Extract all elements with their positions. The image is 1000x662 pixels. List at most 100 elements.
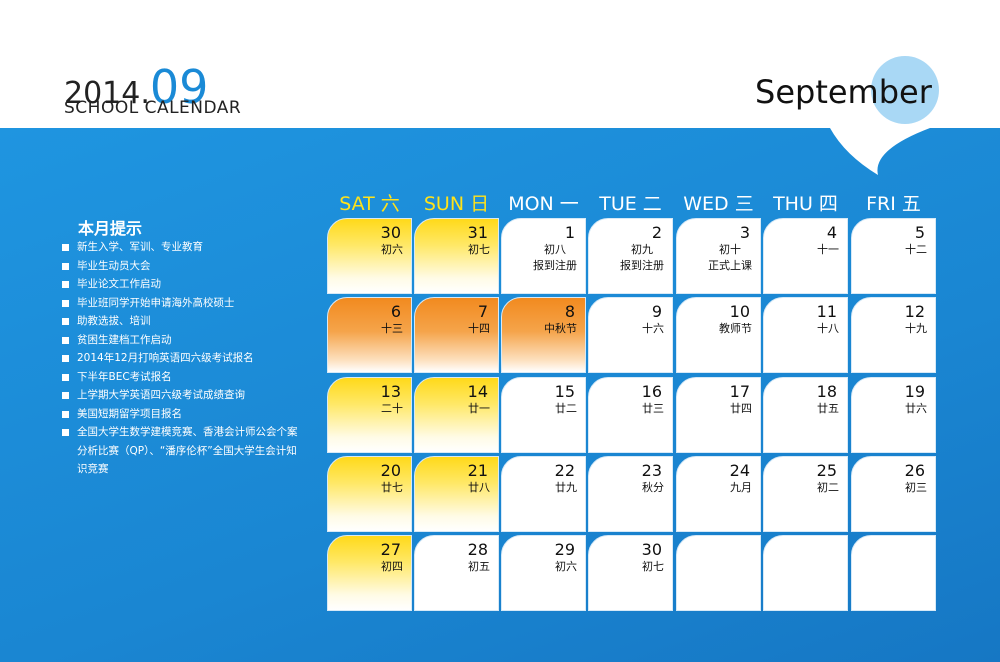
day-cell: 7 十四 — [414, 297, 499, 373]
lunar-date: 二十 — [381, 402, 403, 415]
day-cell: 20 廿七 — [327, 456, 412, 532]
lunar-block: 廿九 — [555, 480, 577, 496]
day-cell: 31 初七 — [414, 218, 499, 294]
day-cell: 5 十二 — [851, 218, 936, 294]
lunar-date: 廿七 — [381, 481, 403, 494]
month: 09 — [149, 60, 209, 114]
day-number: 11 — [816, 302, 837, 321]
note-item: 毕业生动员大会 — [62, 257, 302, 276]
day-number: 9 — [651, 302, 662, 321]
lunar-date: 秋分 — [642, 481, 664, 494]
day-cell: 21 廿八 — [414, 456, 499, 532]
day-cell: 6 十三 — [327, 297, 412, 373]
day-note: 正式上课 — [708, 259, 752, 272]
day-cell: 14 廿一 — [414, 377, 499, 453]
lunar-block: 教师节 — [719, 321, 752, 337]
note-item: 助教选拔、培训 — [62, 312, 302, 331]
notes-title: 本月提示 — [78, 219, 143, 238]
lunar-date: 十一 — [817, 243, 839, 256]
lunar-block: 初五 — [468, 559, 490, 575]
lunar-date: 廿八 — [468, 481, 490, 494]
lunar-block: 初二 — [817, 480, 839, 496]
month-name: September — [755, 73, 932, 111]
lunar-block: 十八 — [817, 321, 839, 337]
note-item: 下半年BEC考试报名 — [62, 368, 302, 387]
day-number: 29 — [554, 540, 575, 559]
note-item: 毕业班同学开始申请海外高校硕士 — [62, 294, 302, 313]
lunar-date: 廿九 — [555, 481, 577, 494]
lunar-block: 初六 — [381, 242, 403, 258]
lunar-date: 初八 — [544, 243, 566, 256]
day-cell: 9 十六 — [588, 297, 673, 373]
lunar-date: 廿四 — [730, 402, 752, 415]
lunar-block: 十九 — [905, 321, 927, 337]
note-item: 贫困生建档工作启动 — [62, 331, 302, 350]
lunar-date: 十四 — [468, 322, 490, 335]
lunar-block: 初八 报到注册 — [533, 242, 577, 274]
day-number: 6 — [390, 302, 401, 321]
lunar-block: 廿八 — [468, 480, 490, 496]
note-item: 毕业论文工作启动 — [62, 275, 302, 294]
day-number: 4 — [826, 223, 837, 242]
note-item: 新生入学、军训、专业教育 — [62, 238, 302, 257]
day-number: 10 — [729, 302, 750, 321]
subtitle: SCHOOL CALENDAR — [64, 98, 242, 118]
lunar-date: 廿一 — [468, 402, 490, 415]
lunar-block: 初四 — [381, 559, 403, 575]
lunar-date: 中秋节 — [544, 322, 577, 335]
note-item: 美国短期留学项目报名 — [62, 405, 302, 424]
header-band — [0, 0, 1000, 128]
day-cell: 12 十九 — [851, 297, 936, 373]
day-cell: 18 廿五 — [763, 377, 848, 453]
day-cell: 2 初九 报到注册 — [588, 218, 673, 294]
day-cell — [763, 535, 848, 611]
lunar-block: 初三 — [905, 480, 927, 496]
day-cell: 24 九月 — [676, 456, 761, 532]
weekday-label: THU 四 — [773, 193, 838, 215]
note-item: 2014年12月打响英语四六级考试报名 — [62, 349, 302, 368]
weekday-label: TUE 二 — [599, 193, 662, 215]
day-number: 19 — [904, 382, 925, 401]
day-cell: 26 初三 — [851, 456, 936, 532]
note-item: 上学期大学英语四六级考试成绩查询 — [62, 386, 302, 405]
day-cell: 19 廿六 — [851, 377, 936, 453]
lunar-block: 初七 — [642, 559, 664, 575]
day-cell: 17 廿四 — [676, 377, 761, 453]
weekday-label: SAT 六 — [339, 193, 400, 215]
lunar-date: 教师节 — [719, 322, 752, 335]
lunar-block: 十一 — [817, 242, 839, 258]
day-cell: 13 二十 — [327, 377, 412, 453]
weekday-label: FRI 五 — [866, 193, 921, 215]
day-number: 23 — [641, 461, 662, 480]
weekday-label: SUN 日 — [423, 193, 490, 215]
lunar-date: 初十 — [719, 243, 741, 256]
day-cell: 16 廿三 — [588, 377, 673, 453]
lunar-date: 十六 — [642, 322, 664, 335]
lunar-block: 二十 — [381, 401, 403, 417]
day-number: 14 — [467, 382, 488, 401]
day-cell: 4 十一 — [763, 218, 848, 294]
lunar-date: 初七 — [468, 243, 490, 256]
day-cell: 10 教师节 — [676, 297, 761, 373]
lunar-block: 廿三 — [642, 401, 664, 417]
day-cell: 1 初八 报到注册 — [501, 218, 586, 294]
day-number: 26 — [904, 461, 925, 480]
day-cell: 3 初十 正式上课 — [676, 218, 761, 294]
day-number: 5 — [914, 223, 925, 242]
lunar-date: 初六 — [381, 243, 403, 256]
lunar-date: 廿六 — [905, 402, 927, 415]
day-number: 18 — [816, 382, 837, 401]
day-cell: 8 中秋节 — [501, 297, 586, 373]
note-item: 全国大学生数学建模竞赛、香港会计师公会个案分析比赛（QP）、“潘序伦杯”全国大学… — [62, 423, 302, 479]
weekday-label: WED 三 — [683, 193, 754, 215]
lunar-date: 廿五 — [817, 402, 839, 415]
lunar-date: 九月 — [730, 481, 752, 494]
day-number: 8 — [564, 302, 575, 321]
day-number: 15 — [554, 382, 575, 401]
lunar-block: 廿二 — [555, 401, 577, 417]
lunar-block: 廿六 — [905, 401, 927, 417]
lunar-date: 初六 — [555, 560, 577, 573]
day-cell: 15 廿二 — [501, 377, 586, 453]
lunar-date: 十九 — [905, 322, 927, 335]
day-cell: 27 初四 — [327, 535, 412, 611]
